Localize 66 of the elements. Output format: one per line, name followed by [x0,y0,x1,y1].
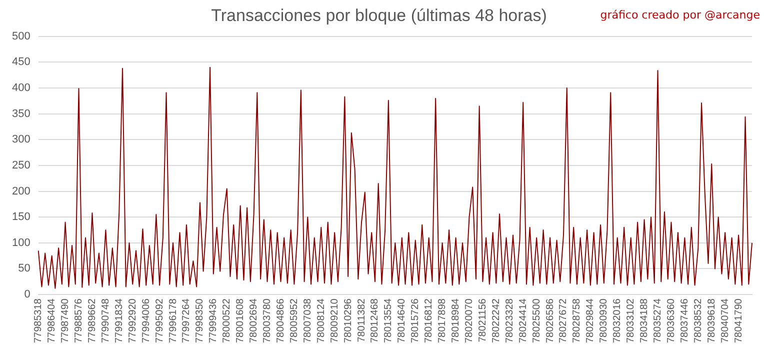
y-tick-label: 50 [18,262,30,275]
x-tick-label: 78004866 [275,298,286,344]
y-tick-label: 400 [12,82,30,94]
x-tick-label: 78028758 [572,298,583,344]
x-tick-label: 78024414 [518,298,529,344]
x-tick-label: 77990748 [100,298,112,344]
x-tick-label: 78036360 [666,298,677,344]
y-tick-label: 350 [12,108,30,120]
x-tick-label: 78039618 [706,298,718,344]
y-tick-label: 150 [12,211,30,224]
x-tick-label: 78023328 [504,298,516,344]
x-tick-label: 78020070 [464,298,475,344]
y-tick-label: 200 [12,185,30,198]
x-tick-label: 78014640 [396,298,408,344]
x-tick-label: 78001608 [235,298,246,344]
x-tick-label: 78015726 [410,298,422,344]
x-tick-label: 78008124 [316,298,327,344]
x-tick-label: 77994006 [140,298,152,344]
x-tick-label: 78013554 [383,298,394,344]
y-tick-label: 0 [24,288,30,301]
x-tick-label: 78003780 [262,298,274,344]
x-tick-label: 78017898 [437,298,448,344]
x-tick-label: 77996178 [168,298,179,344]
x-tick-label: 77985318 [33,298,44,344]
x-tick-label: 77991834 [114,298,125,344]
x-tick-label: 78037446 [679,298,690,344]
x-tick-label: 78034188 [639,298,650,344]
x-tick-label: 77987490 [60,298,72,344]
x-tick-label: 77997264 [181,298,192,344]
x-tick-label: 78022242 [490,298,502,344]
y-tick-label: 450 [12,56,30,68]
x-tick-label: 77988576 [74,298,84,344]
x-tick-label: 78035274 [652,298,664,344]
x-tick-label: 77986404 [46,298,58,344]
y-tick-label: 250 [12,159,30,172]
x-tick-label: 78038532 [692,298,704,344]
x-tick-label: 78007038 [302,298,314,344]
x-tick-label: 77989662 [86,298,98,344]
x-tick-label: 78009210 [329,298,340,344]
x-tick-label: 78029844 [585,298,596,344]
y-tick-label: 300 [12,134,30,146]
x-tick-label: 77995092 [154,298,166,344]
x-tick-label: 78010296 [342,298,354,344]
x-tick-label: 78002694 [248,298,260,344]
text: gráfico creado por @arcange [600,8,760,22]
x-tick-label: 78032016 [612,298,624,344]
x-tick-label: 78018984 [450,298,462,344]
x-tick-label: 78011382 [356,298,368,342]
x-tick-label: 77992920 [127,298,138,344]
x-tick-label: 78026586 [544,298,556,344]
chart-title: Transacciones por bloque (últimas 48 horas) [211,6,547,25]
x-tick-label: 78005952 [288,298,300,344]
x-tick-label: 78025500 [531,298,542,344]
x-tick-label: 78030930 [598,298,610,344]
x-tick-label: 78027672 [558,298,570,344]
x-tick-label: 77999436 [208,298,220,344]
x-tick-label: 78021156 [477,298,488,342]
y-tick-label: 100 [12,236,30,249]
x-tick-label: 77998350 [194,298,206,344]
y-tick-label: 500 [12,30,30,42]
x-tick-label: 78033102 [626,298,637,344]
x-tick-label: 78016812 [424,298,435,344]
x-tick-label: 78012468 [370,298,381,344]
x-tick-label: 78000522 [222,298,233,344]
x-tick-label: 78041790 [733,298,744,344]
x-tick-label: 78040704 [720,298,731,344]
